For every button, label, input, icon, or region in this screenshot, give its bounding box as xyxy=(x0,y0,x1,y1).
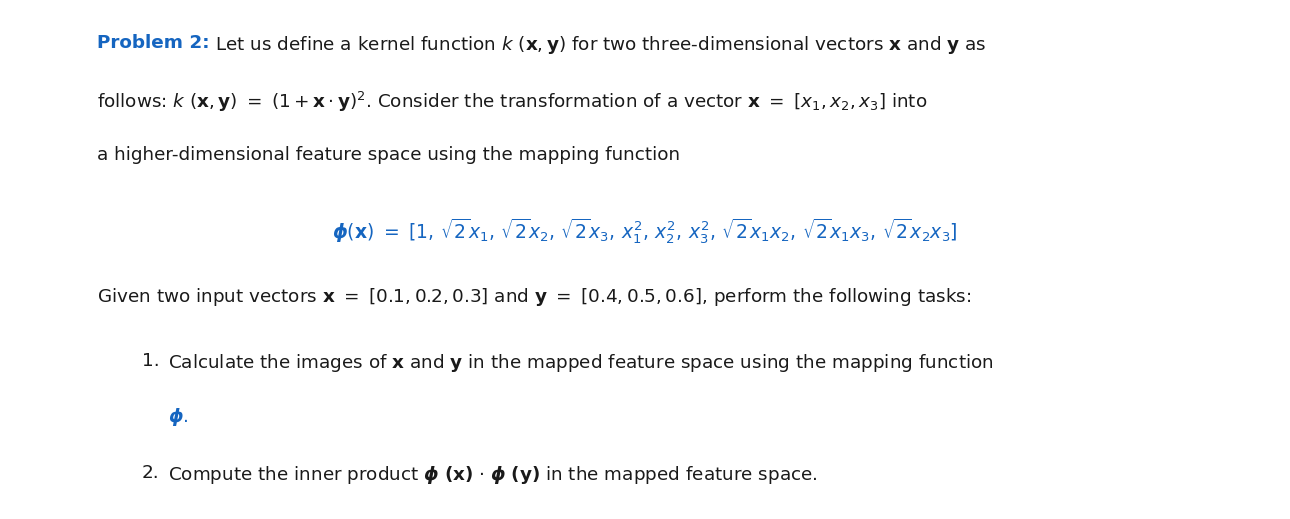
Text: 1.: 1. xyxy=(142,352,160,370)
Text: $\boldsymbol{\phi}$.: $\boldsymbol{\phi}$. xyxy=(168,406,188,429)
Text: a higher-dimensional feature space using the mapping function: a higher-dimensional feature space using… xyxy=(97,146,680,164)
Text: Calculate the images of $\mathbf{x}$ and $\mathbf{y}$ in the mapped feature spac: Calculate the images of $\mathbf{x}$ and… xyxy=(168,352,993,374)
Text: $\boldsymbol{\phi}(\mathbf{x})$ $=$ $[1,\, \sqrt{2}x_1,\, \sqrt{2}x_2,\, \sqrt{2: $\boldsymbol{\phi}(\mathbf{x})$ $=$ $[1,… xyxy=(332,216,958,245)
Text: follows: $k$ $\mathit{(\mathbf{x},\mathbf{y})}$ $=$ $(1 + \mathbf{x} \cdot \math: follows: $k$ $\mathit{(\mathbf{x},\mathb… xyxy=(97,90,928,114)
Text: Compute the inner product $\boldsymbol{\phi}$ $\mathbf{(x)}$ $\cdot$ $\boldsymbo: Compute the inner product $\boldsymbol{\… xyxy=(168,463,818,486)
Text: Given two input vectors $\mathbf{x}$ $=$ $[0.1, 0.2, 0.3]$ and $\mathbf{y}$ $=$ : Given two input vectors $\mathbf{x}$ $=$… xyxy=(97,286,971,308)
Text: Problem 2:: Problem 2: xyxy=(97,34,209,52)
Text: 2.: 2. xyxy=(142,463,160,482)
Text: Let us define a kernel function $k$ $\mathit{(\mathbf{x},\mathbf{y})}$ for two t: Let us define a kernel function $k$ $\ma… xyxy=(215,34,987,56)
